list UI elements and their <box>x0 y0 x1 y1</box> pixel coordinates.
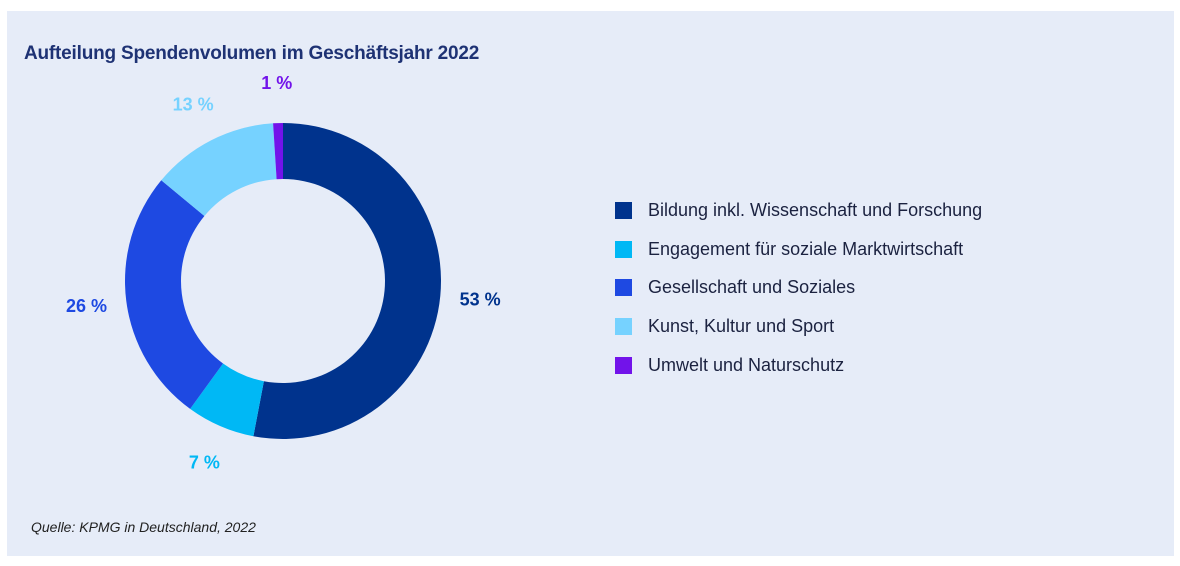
slice-label-engagement-für-soziale-marktwirtschaft: 7 % <box>189 453 220 473</box>
donut-slice-kunst-kultur-und-sport <box>161 123 277 216</box>
legend-item-gesellschaft-und-soziales: Gesellschaft und Soziales <box>615 268 982 307</box>
legend-swatch <box>615 201 632 219</box>
legend-label: Umwelt und Naturschutz <box>648 354 845 375</box>
chart-panel <box>7 11 1174 556</box>
donut-slice-bildung-inkl-wissenschaft-und-forschung <box>253 123 441 439</box>
donut-slices <box>125 123 441 439</box>
legend-label: Engagement für soziale Marktwirtschaft <box>648 238 964 259</box>
legend-swatch <box>615 240 632 258</box>
legend-label: Kunst, Kultur und Sport <box>648 315 835 336</box>
slice-label-umwelt-und-naturschutz: 1 % <box>261 73 292 93</box>
slice-label-bildung-inkl-wissenschaft-und-forschung: 53 % <box>460 290 501 310</box>
legend-item-engagement-für-soziale-marktwirtschaft: Engagement für soziale Marktwirtschaft <box>615 230 982 269</box>
legend-label: Bildung inkl. Wissenschaft und Forschung <box>648 199 983 220</box>
legend-swatch <box>615 356 632 374</box>
chart-title: Aufteilung Spendenvolumen im Geschäftsja… <box>24 43 480 64</box>
legend-label: Gesellschaft und Soziales <box>648 277 856 298</box>
legend: Bildung inkl. Wissenschaft und Forschung… <box>615 191 982 384</box>
legend-swatch <box>615 317 632 335</box>
donut-slice-gesellschaft-und-soziales <box>125 180 224 409</box>
legend-swatch <box>615 279 632 297</box>
legend-item-kunst-kultur-und-sport: Kunst, Kultur und Sport <box>615 307 982 346</box>
slice-labels: 53 % 7 % 26 % 13 % 1 % <box>66 73 501 473</box>
donut-slice-umwelt-und-naturschutz <box>273 123 283 180</box>
legend-item-umwelt-und-naturschutz: Umwelt und Naturschutz <box>615 346 982 385</box>
legend-item-bildung-inkl-wissenschaft-und-forschung: Bildung inkl. Wissenschaft und Forschung <box>615 191 982 230</box>
slice-label-kunst-kultur-und-sport: 13 % <box>173 95 214 115</box>
slice-label-gesellschaft-und-soziales: 26 % <box>66 296 107 316</box>
donut-slice-engagement-für-soziale-marktwirtschaft <box>190 363 264 437</box>
source-note: Quelle: KPMG in Deutschland, 2022 <box>31 519 256 535</box>
